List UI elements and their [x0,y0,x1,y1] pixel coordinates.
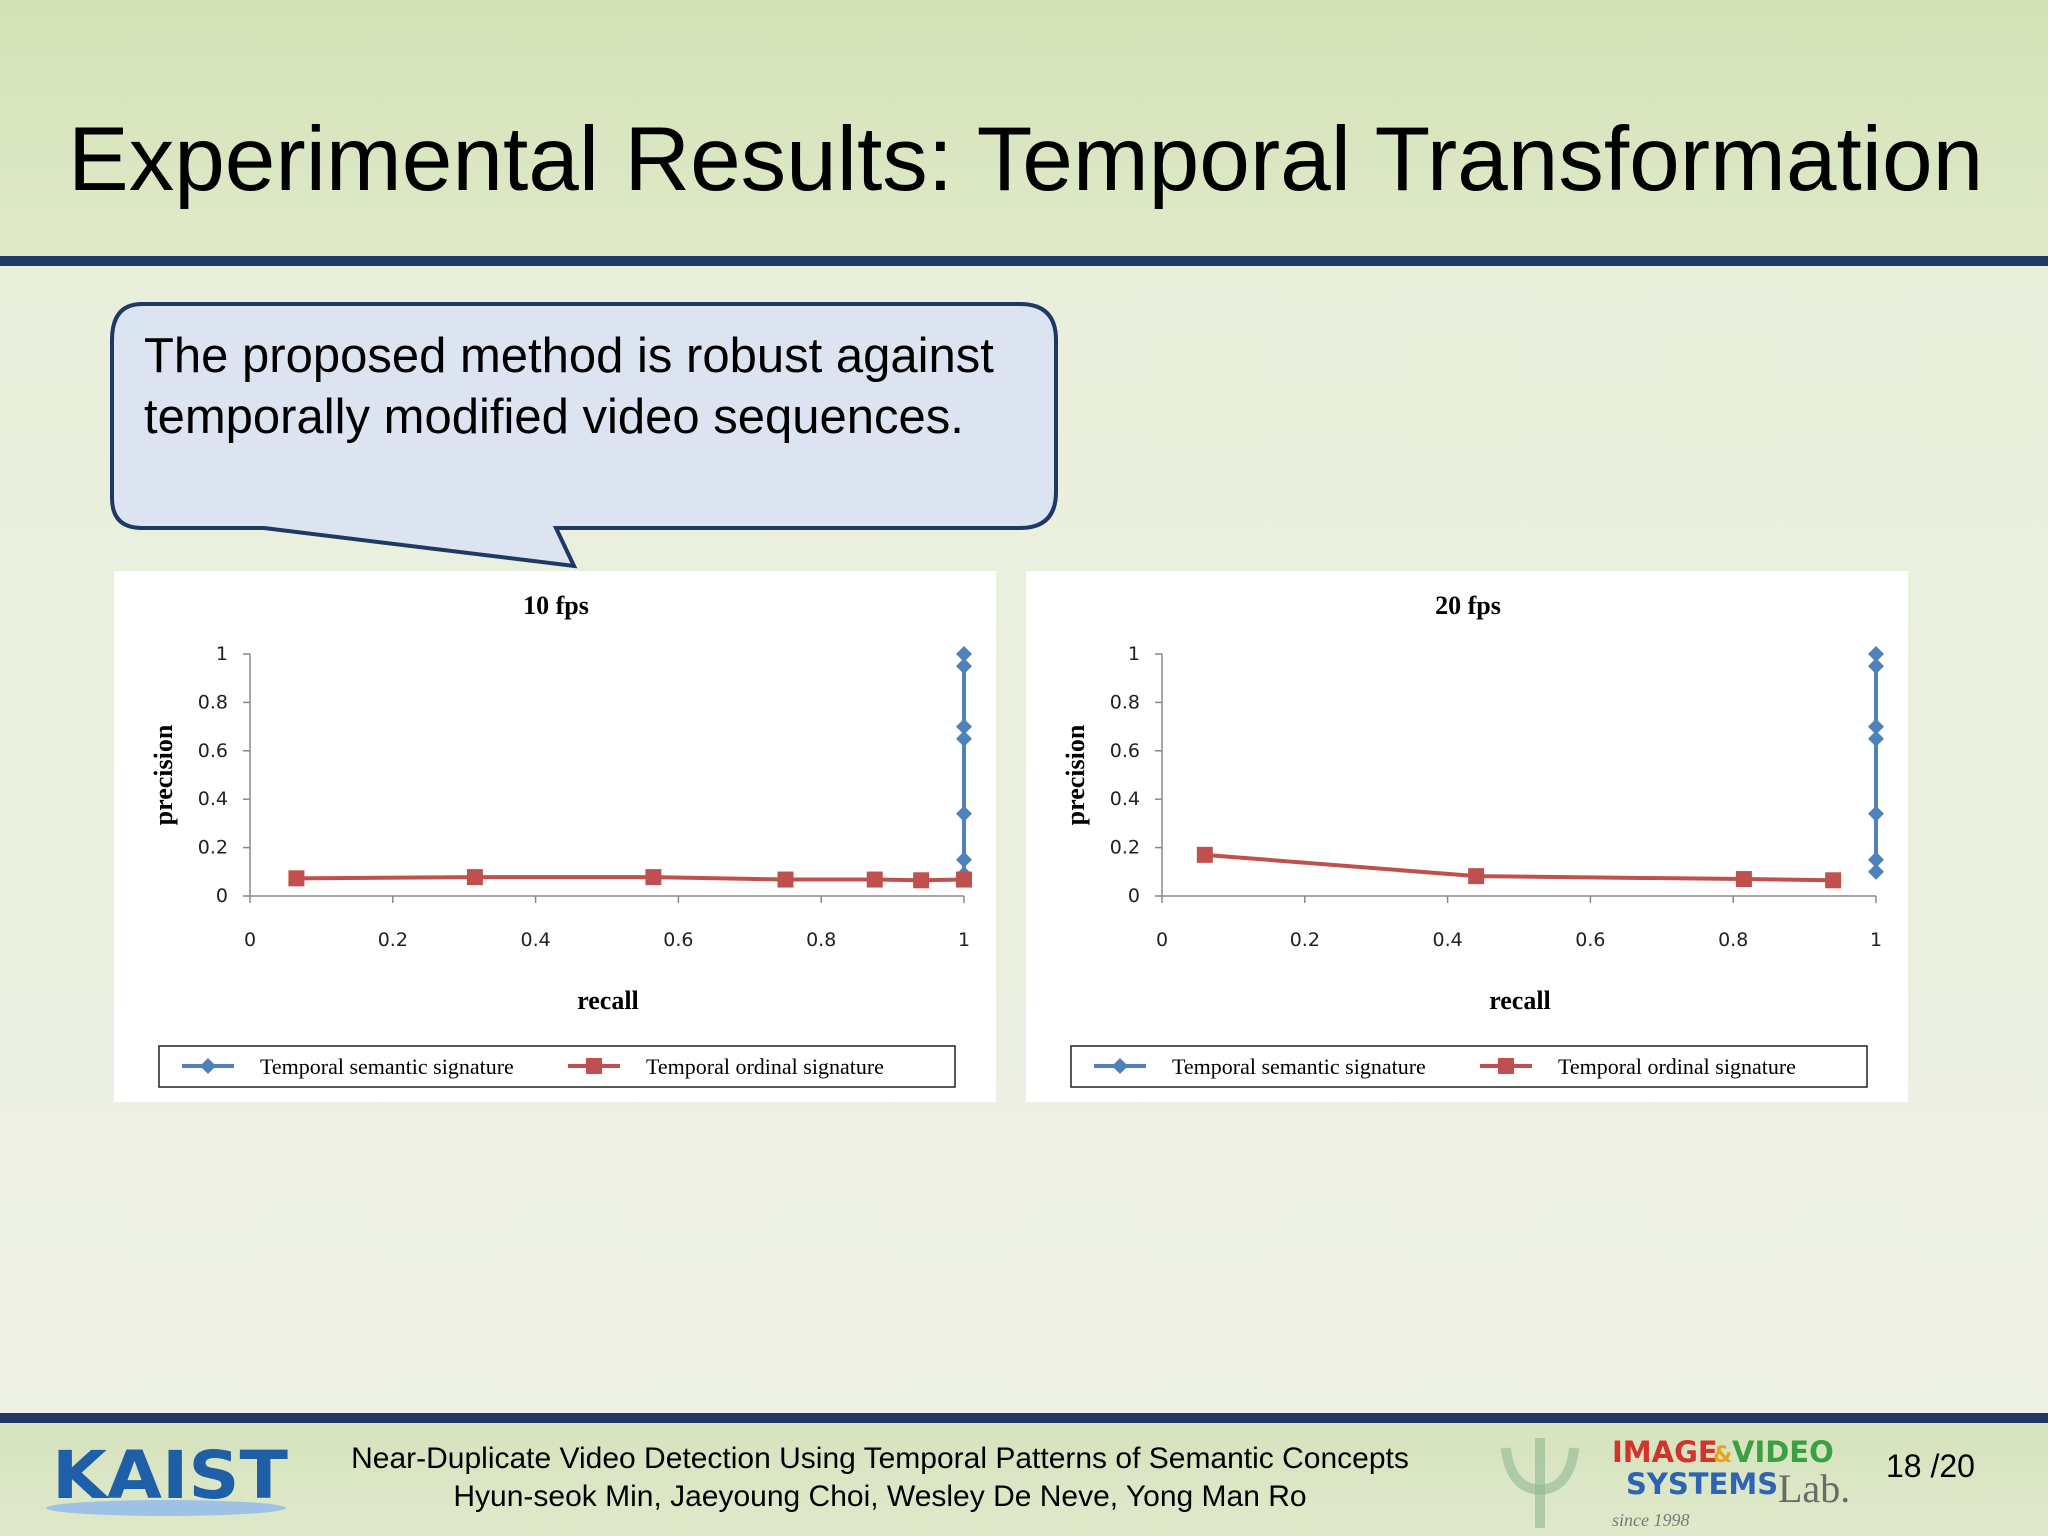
x-axis-title: recall [577,986,639,1015]
data-point-square [777,871,794,888]
data-point-square [288,870,305,887]
data-point-diamond [956,851,972,868]
ivs-logo-systems: SYSTEMS [1626,1467,1778,1501]
data-point-square [913,872,930,889]
y-tick-label: 1 [1128,643,1140,665]
chart-legend: Temporal semantic signature Temporal ordi… [1070,1045,1868,1088]
slide-footer [0,1423,2048,1536]
data-point-square [466,869,483,886]
data-point-diamond [956,718,972,735]
ivs-logo-video: VIDEO [1732,1435,1834,1469]
data-point-diamond [1868,658,1884,675]
ivs-logo-image: IMAGE [1612,1435,1718,1469]
legend-swatch-square [1498,1058,1514,1074]
chart-legend: Temporal semantic signature Temporal ordi… [158,1045,956,1088]
x-tick-label: 0.2 [1290,929,1320,951]
footer-rule [0,1413,2048,1423]
ivs-logo-since: since 1998 [1612,1510,1689,1530]
legend-box [1070,1045,1868,1088]
data-point-diamond [956,805,972,822]
chart-title: 10 fps [523,591,589,620]
slide-header [0,0,2048,256]
data-point-square [1735,871,1752,888]
chart-20fps: 20 fps 0 0.2 0.4 0.6 0.8 1 0 0.2 0.4 0.6 0.8 1 recall… [1026,571,1908,1102]
x-tick-label: 0.8 [806,929,836,951]
x-tick-label: 0.2 [378,929,408,951]
header-rule [0,256,2048,266]
data-point-diamond [1868,730,1884,747]
data-point-square [1825,872,1842,889]
kaist-logo: KAIST [46,1437,288,1516]
data-point-diamond [1868,646,1884,662]
legend-label: Temporal ordinal signature [1558,1054,1796,1079]
chart-10fps-svg: 10 fps 0 0.2 0.4 0.6 0.8 1 0 0.2 0.4 0.6 0.8 1 recall… [149,591,972,1088]
data-point-diamond [956,730,972,747]
chart-title: 20 fps [1435,591,1501,620]
y-axis-title: precision [149,724,178,825]
ivs-logo-amp: & [1713,1443,1732,1468]
data-point-square [1468,868,1485,885]
footer-authors: Hyun-seok Min, Jaeyoung Choi, Wesley De … [453,1480,1307,1513]
x-tick-label: 0.4 [1432,929,1462,951]
data-point-diamond [1868,805,1884,822]
chart-10fps: 10 fps 0 0.2 0.4 0.6 0.8 1 0 0.2 0.4 0.6 0.8 1 recall… [114,571,996,1102]
chart-20fps-svg: 20 fps 0 0.2 0.4 0.6 0.8 1 0 0.2 0.4 0.6 0.8 1 recall… [1061,591,1884,1088]
x-tick-label: 0 [1156,929,1168,951]
series-line [296,875,965,883]
data-point-square [866,871,883,888]
legend-swatch-square [586,1058,602,1074]
y-tick-label: 0.2 [1110,837,1140,859]
y-tick-label: 0.6 [198,740,228,762]
slide-title: Experimental Results: Temporal Transform… [68,109,1984,210]
legend-label: Temporal semantic signature [1172,1054,1426,1079]
data-point-square [956,871,972,888]
legend-label: Temporal semantic signature [260,1054,514,1079]
data-point-diamond [956,658,972,675]
series-line [1204,852,1834,883]
x-tick-label: 1 [958,929,970,951]
y-tick-label: 0.4 [1110,788,1140,810]
y-tick-label: 0 [1128,885,1140,907]
data-point-diamond [1868,863,1884,880]
y-axis-title: precision [1061,724,1090,825]
x-tick-label: 0.6 [663,929,693,951]
y-tick-label: 0.4 [198,788,228,810]
page-number: 18 /20 [1886,1448,1975,1484]
x-tick-label: 0.6 [1575,929,1605,951]
y-tick-label: 0.6 [1110,740,1140,762]
y-tick-label: 0.8 [1110,691,1140,713]
x-tick-label: 0.8 [1718,929,1748,951]
data-point-diamond [956,646,972,662]
data-point-square [1196,846,1213,863]
legend-label: Temporal ordinal signature [646,1054,884,1079]
legend-swatch-diamond [200,1058,216,1074]
x-tick-label: 0 [244,929,256,951]
y-tick-label: 0.8 [198,691,228,713]
callout-text: The proposed method is robust against te… [144,329,994,444]
y-tick-label: 1 [216,643,228,665]
x-tick-label: 0.4 [520,929,550,951]
data-point-diamond [1868,851,1884,868]
legend-swatch-diamond [1112,1058,1128,1074]
footer-paper-title: Near-Duplicate Video Detection Using Tem… [351,1442,1409,1475]
ivs-lab-logo: IMAGE & VIDEO SYSTEMS Lab. since 1998 [1501,1435,1850,1530]
data-point-diamond [1868,718,1884,735]
y-tick-label: 0 [216,885,228,907]
x-tick-label: 1 [1870,929,1882,951]
ivs-logo-lab: Lab. [1778,1466,1850,1511]
x-axis-title: recall [1489,986,1551,1015]
svg-text:KAIST: KAIST [52,1437,288,1514]
data-point-square [645,869,662,886]
y-tick-label: 0.2 [198,837,228,859]
legend-box [158,1045,956,1088]
